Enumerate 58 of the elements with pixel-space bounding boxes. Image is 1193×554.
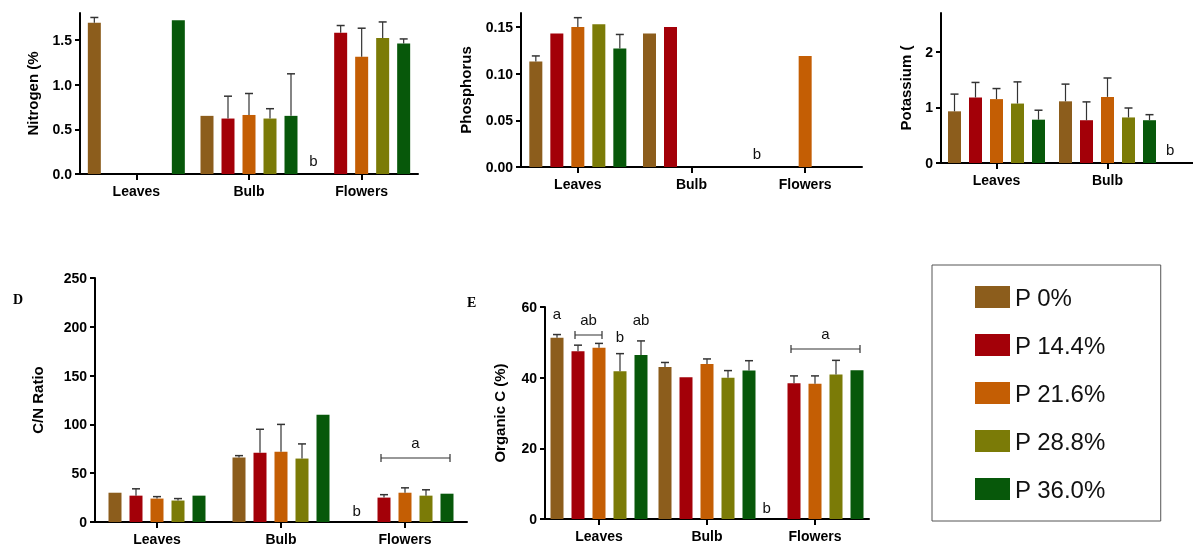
annotation: b [762, 498, 771, 516]
y-tick-label: 0.10 [485, 65, 514, 82]
x-tick-label: Flowers [335, 183, 389, 199]
x-tick-label: Leaves [133, 531, 181, 547]
y-tick-label: 150 [63, 367, 88, 384]
y-tick-label: 0 [529, 511, 538, 527]
x-tick-label: Bulb [675, 176, 708, 192]
y-tick-label: 1.5 [52, 31, 73, 48]
y-tick-label: 100 [63, 416, 88, 433]
annotation: b [752, 144, 762, 162]
y-tick-label: 60 [521, 299, 538, 315]
y-tick-label: 0 [79, 514, 88, 530]
x-tick-label: Bulb [265, 531, 297, 547]
y-tick-label: 0.05 [485, 112, 514, 129]
y-tick-label: 20 [521, 440, 538, 457]
annotation: ab [632, 310, 650, 328]
y-tick-label: 0.15 [485, 19, 514, 35]
legend-label: P 36.0% [1015, 475, 1106, 503]
y-tick-label: 0.00 [485, 159, 514, 175]
annotation: a [552, 304, 562, 322]
x-tick-label: Flowers [378, 531, 432, 547]
x-tick-label: Flowers [788, 528, 842, 544]
y-tick-label: 0.5 [52, 121, 73, 138]
y-tick-label: 0 [925, 155, 934, 171]
x-tick-label: Leaves [972, 172, 1021, 188]
x-tick-label: Bulb [691, 528, 723, 544]
y-tick-label: 200 [63, 318, 88, 335]
y-tick-label: 0.0 [52, 166, 73, 182]
x-tick-label: Bulb [233, 183, 265, 199]
annotation: a [411, 433, 421, 451]
text: D [13, 291, 24, 307]
y-tick-label: 1.0 [52, 76, 73, 93]
y-axis-title: Potassium ( [897, 45, 914, 131]
y-axis-title: Nitrogen (% [24, 51, 41, 136]
y-axis-title: C/N Ratio [29, 366, 46, 434]
annotation: b [615, 327, 625, 345]
x-tick-label: Flowers [778, 176, 832, 192]
y-tick-label: 50 [71, 465, 88, 482]
legend-label: P 21.6% [1015, 379, 1106, 407]
annotation: b [352, 501, 361, 519]
y-axis-title: Phosphorus [457, 46, 474, 134]
legend-label: P 14.4% [1015, 331, 1106, 359]
x-tick-label: Leaves [112, 183, 161, 199]
legend-label: P 28.8% [1015, 427, 1106, 455]
annotation: a [821, 324, 831, 342]
y-tick-label: 2 [925, 43, 934, 60]
chart-title: E [467, 294, 477, 310]
y-axis-title: Organic C (%) [491, 363, 508, 463]
annotation: ab [580, 310, 597, 328]
y-tick-label: 40 [521, 369, 538, 386]
annotation: b [1166, 140, 1175, 158]
annotation: b [309, 151, 318, 169]
x-tick-label: Leaves [554, 176, 602, 192]
y-tick-label: 1 [925, 99, 934, 116]
legend-label: P 0% [1015, 283, 1072, 311]
x-tick-label: Leaves [575, 528, 623, 544]
y-tick-label: 250 [63, 270, 88, 286]
x-tick-label: Bulb [1091, 172, 1124, 188]
